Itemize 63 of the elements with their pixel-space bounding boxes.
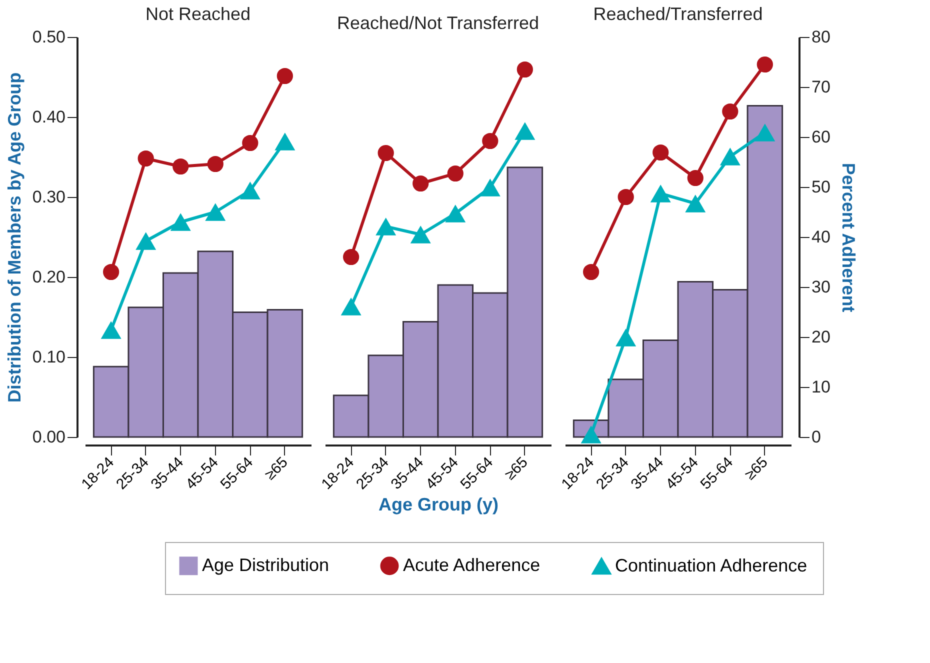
point bbox=[410, 226, 431, 244]
point bbox=[340, 298, 362, 316]
point bbox=[170, 213, 191, 231]
legend-label: Continuation Adherence bbox=[615, 555, 808, 576]
point bbox=[274, 132, 296, 150]
y2-tick-label: 50 bbox=[812, 178, 830, 196]
x-tick-label: ≥65 bbox=[262, 454, 292, 484]
y-tick-label: 0.10 bbox=[32, 348, 66, 366]
y2-tick-label: 70 bbox=[812, 78, 830, 96]
y2-tick-label: 80 bbox=[812, 28, 830, 46]
point bbox=[687, 170, 704, 186]
point bbox=[583, 264, 600, 280]
chart-title: Not Reached bbox=[145, 4, 251, 24]
y-tick-label: 0.30 bbox=[32, 188, 66, 206]
point bbox=[412, 175, 429, 192]
point bbox=[172, 158, 189, 175]
point bbox=[136, 232, 156, 250]
y2-tick-label: 60 bbox=[812, 128, 830, 146]
x-tick-label: ≥65 bbox=[742, 454, 772, 484]
y2-tick-label: 0 bbox=[812, 428, 821, 446]
point bbox=[650, 184, 671, 202]
point bbox=[482, 132, 498, 150]
point bbox=[447, 165, 464, 182]
x-tick-label: ≥65 bbox=[502, 454, 532, 484]
point bbox=[756, 56, 773, 73]
point bbox=[276, 68, 293, 84]
point bbox=[207, 156, 224, 172]
legend-label: Age Distribution bbox=[202, 554, 330, 575]
point bbox=[722, 103, 738, 120]
chart-title: Reached/Not Transferred bbox=[336, 13, 540, 33]
point bbox=[618, 188, 634, 206]
point bbox=[616, 328, 636, 346]
point bbox=[100, 321, 122, 339]
point bbox=[720, 148, 740, 166]
y2-axis-title: Percent Adherent bbox=[838, 162, 858, 312]
x-axis-title: Age Group (y) bbox=[378, 494, 499, 514]
legend-label: Acute Adherence bbox=[403, 554, 540, 575]
y2-tick-label: 10 bbox=[812, 378, 830, 396]
point bbox=[514, 122, 536, 140]
y2-tick-label: 40 bbox=[812, 228, 830, 246]
y-tick-label: 0.40 bbox=[32, 108, 66, 126]
y2-tick-label: 20 bbox=[812, 328, 830, 346]
point bbox=[378, 144, 394, 162]
point bbox=[205, 203, 226, 221]
point bbox=[103, 264, 120, 280]
point bbox=[240, 182, 260, 200]
chart-title: Reached/Transferred bbox=[593, 4, 763, 24]
point bbox=[138, 150, 154, 167]
y-tick-label: 0.20 bbox=[32, 268, 66, 286]
y-tick-label: 0.00 bbox=[32, 428, 66, 446]
y-axis-title: Distribution of Members by Age Group bbox=[4, 72, 24, 403]
point bbox=[516, 61, 533, 78]
point bbox=[376, 218, 396, 236]
point bbox=[242, 134, 258, 152]
point bbox=[343, 248, 360, 266]
y2-tick-label: 30 bbox=[812, 278, 830, 296]
point bbox=[685, 194, 706, 212]
point bbox=[580, 426, 602, 444]
point bbox=[445, 204, 466, 222]
y-tick-label: 0.50 bbox=[32, 28, 66, 46]
point bbox=[754, 124, 776, 142]
point bbox=[480, 178, 500, 196]
point bbox=[652, 144, 669, 161]
